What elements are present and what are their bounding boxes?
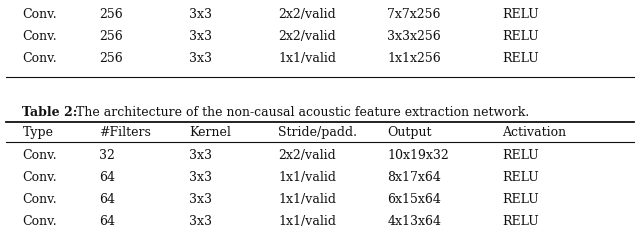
Text: RELU: RELU [502,30,539,43]
Text: Conv.: Conv. [22,170,57,183]
Text: 3x3: 3x3 [189,214,212,227]
Text: 1x1/valid: 1x1/valid [278,214,337,227]
Text: Activation: Activation [502,125,566,138]
Text: 6x15x64: 6x15x64 [387,192,441,205]
Text: Type: Type [22,125,53,138]
Text: 3x3: 3x3 [189,148,212,161]
Text: Kernel: Kernel [189,125,230,138]
Text: 10x19x32: 10x19x32 [387,148,449,161]
Text: 256: 256 [99,8,123,21]
Text: 1x1/valid: 1x1/valid [278,52,337,65]
Text: 2x2/valid: 2x2/valid [278,8,336,21]
Text: RELU: RELU [502,192,539,205]
Text: Conv.: Conv. [22,192,57,205]
Text: 1x1/valid: 1x1/valid [278,192,337,205]
Text: Conv.: Conv. [22,30,57,43]
Text: Output: Output [387,125,432,138]
Text: Conv.: Conv. [22,8,57,21]
Text: 4x13x64: 4x13x64 [387,214,441,227]
Text: 3x3: 3x3 [189,192,212,205]
Text: 64: 64 [99,192,115,205]
Text: 32: 32 [99,148,115,161]
Text: RELU: RELU [502,52,539,65]
Text: 256: 256 [99,52,123,65]
Text: Conv.: Conv. [22,52,57,65]
Text: Stride/padd.: Stride/padd. [278,125,357,138]
Text: 3x3: 3x3 [189,170,212,183]
Text: RELU: RELU [502,8,539,21]
Text: The architecture of the non-causal acoustic feature extraction network.: The architecture of the non-causal acous… [72,106,529,118]
Text: RELU: RELU [502,214,539,227]
Text: 3x3: 3x3 [189,30,212,43]
Text: 2x2/valid: 2x2/valid [278,30,336,43]
Text: 1x1x256: 1x1x256 [387,52,441,65]
Text: #Filters: #Filters [99,125,151,138]
Text: 7x7x256: 7x7x256 [387,8,441,21]
Text: 1x1/valid: 1x1/valid [278,170,337,183]
Text: 64: 64 [99,170,115,183]
Text: 3x3: 3x3 [189,52,212,65]
Text: Conv.: Conv. [22,148,57,161]
Text: RELU: RELU [502,170,539,183]
Text: RELU: RELU [502,148,539,161]
Text: Conv.: Conv. [22,214,57,227]
Text: 64: 64 [99,214,115,227]
Text: 3x3: 3x3 [189,8,212,21]
Text: Table 2:: Table 2: [22,106,78,118]
Text: 2x2/valid: 2x2/valid [278,148,336,161]
Text: 8x17x64: 8x17x64 [387,170,441,183]
Text: 256: 256 [99,30,123,43]
Text: 3x3x256: 3x3x256 [387,30,441,43]
